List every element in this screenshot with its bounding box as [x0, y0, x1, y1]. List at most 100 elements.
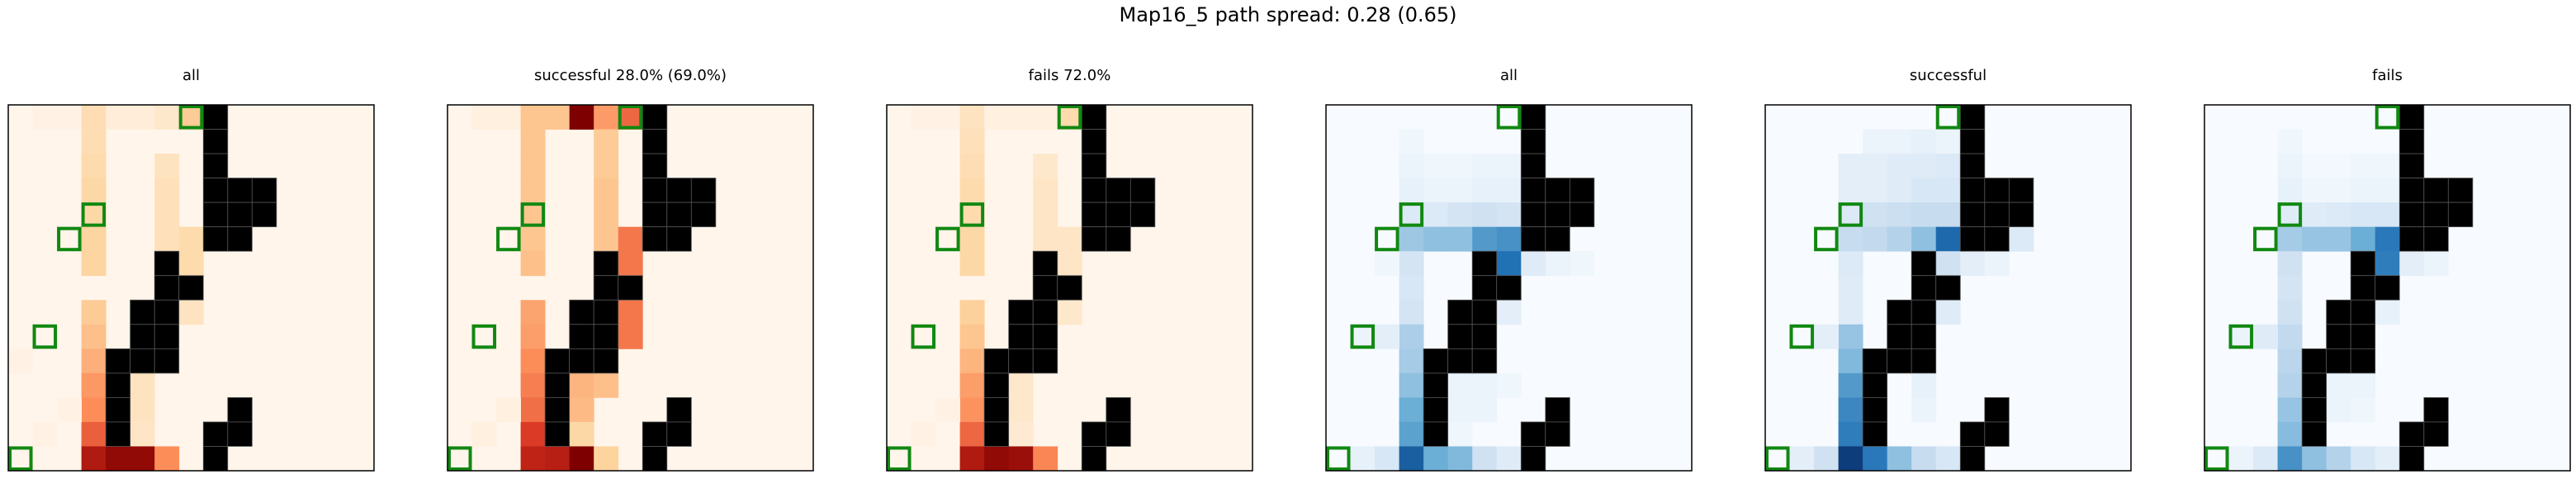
heatmap-cell: [594, 129, 619, 154]
target-marker: [1375, 226, 1399, 252]
heatmap-cell: [2326, 446, 2351, 472]
heatmap-cell: [471, 421, 497, 447]
wall-cell: [618, 275, 643, 301]
heatmap-cell: [154, 202, 180, 228]
wall-cell: [1081, 153, 1107, 179]
wall-cell: [227, 421, 253, 447]
heatmap-cell: [2277, 349, 2303, 374]
heatmap-cell: [1399, 129, 1424, 154]
heatmap-cell: [520, 226, 546, 252]
heatmap-cell: [2423, 251, 2449, 277]
heatmap-cell: [130, 446, 155, 472]
heatmap-cell: [1863, 154, 1888, 178]
heatmap-cell: [32, 105, 58, 130]
heatmap-cell: [2277, 446, 2303, 472]
target-marker: [618, 105, 643, 130]
heatmap-cell: [1838, 446, 1863, 472]
wall-cell: [2398, 178, 2425, 203]
heatmap-cell: [1887, 446, 1912, 472]
heatmap-cell: [1935, 154, 1961, 178]
heatmap-cell: [2009, 226, 2034, 252]
target-marker: [1496, 105, 1522, 130]
heatmap-cell: [1496, 372, 1522, 398]
wall-cell: [154, 299, 180, 325]
heatmap-cell: [1008, 421, 1034, 447]
heatmap-cell: [1935, 446, 1961, 472]
heatmap-cell: [1399, 397, 1424, 423]
wall-cell: [1032, 299, 1058, 325]
wall-cell: [1081, 226, 1107, 252]
wall-cell: [154, 275, 180, 301]
heatmap-cell: [1399, 446, 1424, 472]
heatmap-cell: [1545, 251, 1570, 277]
heatmap-cell: [81, 324, 107, 349]
heatmap-cell: [569, 421, 594, 447]
heatmap-panel-4: all: [1325, 67, 1693, 472]
heatmap-cell: [8, 349, 33, 374]
wall-cell: [1959, 226, 1986, 252]
wall-cell: [1520, 153, 1546, 179]
wall-cell: [1496, 275, 1522, 301]
heatmap-cell: [1375, 446, 1399, 472]
heatmap-cell: [1033, 178, 1058, 203]
wall-cell: [569, 299, 594, 325]
heatmap-cell: [1399, 324, 1424, 349]
wall-cell: [2326, 324, 2351, 349]
heatmap-cell: [1838, 226, 1863, 252]
heatmap-cell: [1570, 251, 1595, 277]
heatmap-cell: [959, 349, 985, 374]
heatmap-cell: [520, 397, 546, 423]
heatmap-cell: [1935, 251, 1961, 277]
heatmap-cell: [959, 129, 985, 154]
heatmap-cell: [178, 226, 204, 252]
wall-cell: [1081, 421, 1107, 447]
heatmap-cell: [496, 105, 521, 130]
wall-cell: [2398, 129, 2425, 154]
wall-cell: [1569, 202, 1595, 228]
wall-cell: [202, 226, 229, 252]
wall-cell: [593, 324, 619, 349]
heatmap-cell: [154, 154, 180, 178]
heatmap-cell: [2277, 397, 2303, 423]
heatmap-cell: [178, 300, 204, 325]
panel-frame: [7, 104, 375, 472]
heatmap-cell: [81, 154, 107, 178]
heatmap-cell: [1447, 154, 1473, 178]
wall-cell: [1471, 324, 1498, 349]
heatmap-cell: [1887, 129, 1912, 154]
panel-frame: [886, 104, 1253, 472]
heatmap-cell: [618, 226, 643, 252]
heatmap-cell: [1472, 178, 1498, 203]
target-marker: [1814, 226, 1839, 252]
wall-cell: [2350, 299, 2376, 325]
heatmap-cell: [1887, 226, 1912, 252]
heatmap-cell: [2277, 275, 2303, 301]
heatmap-cell: [1375, 251, 1399, 277]
wall-cell: [2350, 348, 2376, 374]
wall-cell: [202, 129, 229, 154]
heatmap-cell: [1496, 251, 1522, 277]
heatmap-cell: [81, 251, 107, 277]
heatmap-cell: [2277, 202, 2303, 228]
wall-cell: [544, 396, 571, 423]
wall-cell: [1129, 202, 1156, 228]
target-marker: [2204, 446, 2229, 471]
heatmap-cell: [2375, 251, 2400, 277]
panel-title: all: [182, 67, 200, 84]
wall-cell: [642, 129, 668, 154]
heatmap-cell: [959, 324, 985, 349]
target-marker: [1399, 202, 1424, 227]
heatmap-cell: [618, 251, 643, 277]
heatmap-cell: [32, 421, 58, 447]
heatmap-cell: [1911, 202, 1937, 228]
panel-frame: [1764, 104, 2132, 472]
heatmap-cell: [2277, 226, 2303, 252]
wall-cell: [1959, 153, 1986, 179]
heatmap-cell: [106, 446, 131, 472]
heatmap-cell: [2375, 178, 2400, 203]
wall-cell: [2398, 153, 2425, 179]
wall-cell: [130, 299, 155, 325]
heatmap-cell: [1935, 300, 1961, 325]
wall-cell: [1984, 178, 2010, 203]
